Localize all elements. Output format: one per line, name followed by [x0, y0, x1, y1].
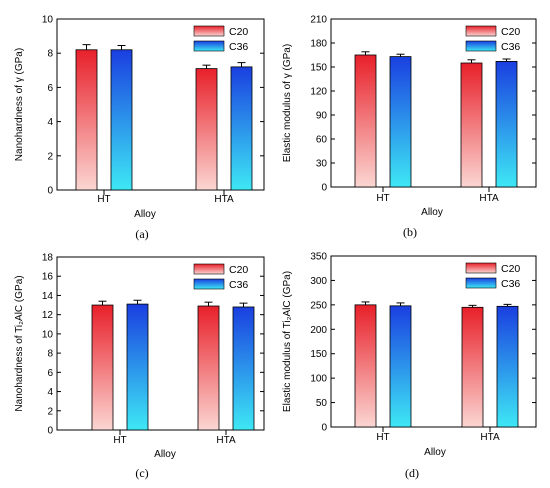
- legend-label-c20: C20: [501, 263, 520, 275]
- y-tick-label: 0: [47, 186, 53, 197]
- legend-swatch-c20: [194, 264, 224, 274]
- y-tick-label: 50: [316, 398, 328, 409]
- y-tick-label: 14: [42, 291, 54, 302]
- y-tick-label: 6: [47, 368, 53, 379]
- legend-swatch-c20: [466, 263, 496, 273]
- chart-panel-a: 0 2 4 6 8 10 Nanohardness of γ (GPa) HT HTA Alloy…: [14, 15, 264, 242]
- bar-c20-hta: [198, 306, 219, 430]
- y-tick-label: 250: [310, 300, 327, 311]
- x-axis-label: Alloy: [421, 207, 443, 218]
- panel-label: (a): [135, 227, 148, 241]
- bar-c20-hta: [196, 69, 217, 190]
- legend-swatch-c36: [466, 278, 496, 288]
- y-tick-label: 150: [310, 63, 327, 74]
- y-tick-label: 30: [316, 159, 328, 170]
- y-tick-label: 6: [47, 83, 53, 94]
- y-axis-label: Elastic modulus of γ (GPa): [282, 44, 293, 162]
- bar-c36-ht: [127, 304, 148, 430]
- chart-panel-c: 0 2 4 6 8 10 12 14 16 18 Nanohardness of Ti₂AlC (G…: [14, 253, 264, 481]
- y-tick-label: 4: [47, 387, 53, 398]
- legend-label-c36: C36: [501, 278, 520, 290]
- y-tick-label: 12: [42, 310, 54, 321]
- legend-swatch-c20: [194, 26, 224, 36]
- legend-label-c36: C36: [229, 41, 248, 53]
- x-tick-label: HTA: [479, 193, 499, 204]
- x-tick-label: HT: [376, 193, 389, 204]
- y-tick-label: 300: [310, 276, 327, 287]
- legend-label-c36: C36: [501, 41, 520, 53]
- y-tick-label: 180: [310, 39, 327, 50]
- bar-c36-ht: [390, 306, 411, 427]
- y-tick-label: 0: [321, 183, 327, 194]
- y-tick-label: 150: [310, 349, 327, 360]
- legend-label-c20: C20: [229, 26, 248, 38]
- legend-swatch-c36: [194, 279, 224, 289]
- y-tick-label: 16: [42, 272, 54, 283]
- legend-swatch-c36: [466, 41, 496, 51]
- legend-label-c36: C36: [229, 279, 248, 291]
- legend-label-c20: C20: [229, 264, 248, 276]
- x-tick-label: HTA: [480, 432, 500, 443]
- y-axis-label: Nanohardness of Ti₂AlC (GPa): [14, 275, 25, 411]
- y-tick-label: 120: [310, 87, 327, 98]
- y-tick-label: 60: [316, 135, 328, 146]
- y-tick-label: 2: [47, 406, 53, 417]
- y-tick-label: 0: [321, 423, 327, 434]
- x-tick-label: HTA: [216, 435, 236, 446]
- y-tick-label: 8: [47, 49, 53, 60]
- y-tick-label: 200: [310, 325, 327, 336]
- x-tick-label: HT: [113, 435, 126, 446]
- y-tick-label: 350: [310, 252, 327, 263]
- bar-c20-ht: [355, 305, 376, 427]
- x-axis-label: Alloy: [424, 447, 446, 458]
- legend-swatch-c36: [194, 41, 224, 51]
- bar-c20-ht: [355, 55, 376, 187]
- bar-c20-hta: [462, 307, 483, 427]
- x-axis-label: Alloy: [134, 209, 156, 220]
- y-tick-label: 18: [42, 253, 54, 264]
- panel-label: (b): [403, 225, 417, 239]
- y-tick-label: 8: [47, 349, 53, 360]
- legend-swatch-c20: [466, 26, 496, 36]
- y-axis-label: Nanohardness of γ (GPa): [14, 48, 25, 161]
- bar-c36-hta: [231, 67, 252, 190]
- bar-c36-hta: [233, 307, 254, 430]
- legend-label-c20: C20: [501, 26, 520, 38]
- x-tick-label: HT: [97, 194, 110, 205]
- chart-panel-b: 0 30 60 90 120 150 180 210 Elastic modulus of γ …: [282, 15, 536, 240]
- bar-c20-hta: [461, 63, 482, 187]
- y-tick-label: 210: [310, 15, 327, 26]
- y-axis-label: Elastic modulus of Ti₂AlC (GPa): [282, 271, 293, 412]
- bar-c36-ht: [111, 50, 132, 190]
- bar-c36-hta: [497, 306, 518, 427]
- x-tick-label: HTA: [214, 194, 234, 205]
- y-tick-label: 90: [316, 111, 328, 122]
- chart-panel-d: 0 50 100 150 200 250 300 350 Elastic modulus of …: [282, 252, 536, 481]
- bar-c20-ht: [92, 305, 113, 430]
- y-tick-label: 10: [42, 15, 54, 26]
- panel-label: (c): [135, 466, 148, 480]
- panel-label: (d): [405, 466, 419, 480]
- bar-c36-hta: [496, 61, 517, 187]
- x-axis-label: Alloy: [154, 449, 176, 460]
- x-tick-label: HT: [376, 432, 389, 443]
- y-tick-label: 2: [47, 151, 53, 162]
- y-tick-label: 10: [42, 329, 54, 340]
- y-tick-label: 0: [47, 426, 53, 437]
- y-tick-label: 100: [310, 374, 327, 385]
- bar-c20-ht: [76, 50, 97, 190]
- y-tick-label: 4: [47, 117, 53, 128]
- bar-c36-ht: [390, 57, 411, 187]
